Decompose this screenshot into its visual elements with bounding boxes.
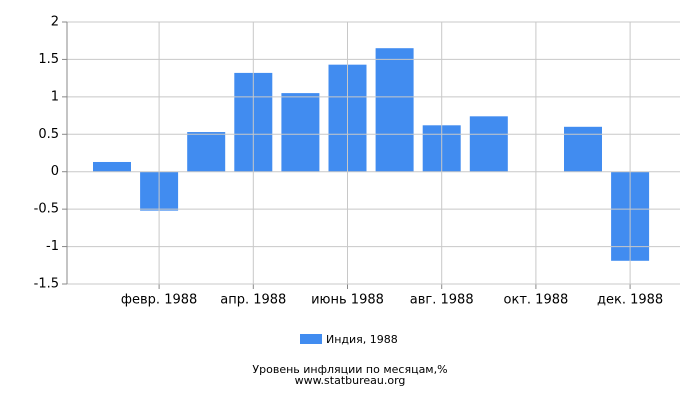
y-tick-label: -1.5 [34, 277, 59, 292]
legend-swatch [300, 334, 322, 344]
legend-label: Индия, 1988 [326, 333, 398, 346]
source: www.statbureau.org [295, 374, 406, 387]
y-tick-label: 2 [51, 15, 59, 30]
y-tick-label: 0 [51, 164, 59, 179]
y-tick-label: 1.5 [38, 52, 59, 67]
bar [187, 132, 226, 172]
y-tick-label: -1 [46, 239, 59, 254]
bar [564, 126, 602, 172]
chart-title: Уровень инфляции по месяцам,% [252, 363, 447, 376]
x-tick-label: июнь 1988 [311, 293, 384, 308]
x-tick-label: апр. 1988 [220, 293, 286, 308]
bar [281, 93, 320, 172]
bar [469, 116, 508, 172]
bar [93, 161, 131, 172]
x-tick-label: окт. 1988 [504, 293, 569, 308]
x-tick-label: февр. 1988 [121, 293, 197, 308]
x-tick-label: дек. 1988 [597, 293, 663, 308]
bar [375, 48, 414, 172]
x-tick-label: авг. 1988 [410, 293, 474, 308]
y-tick-label: 1 [51, 89, 59, 104]
y-tick-label: 0.5 [38, 127, 59, 142]
y-tick-label: -0.5 [34, 202, 59, 217]
